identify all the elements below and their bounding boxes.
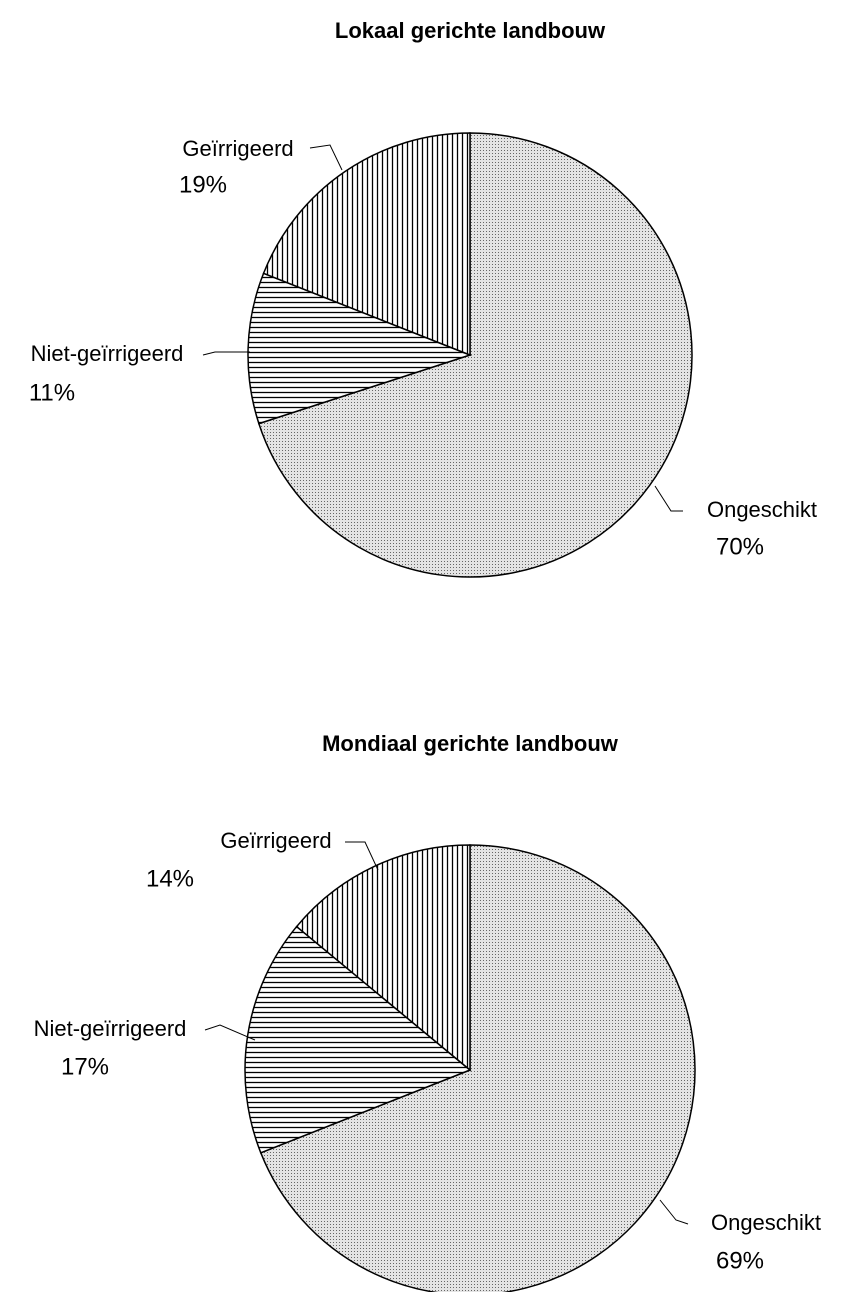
slice-label: Geïrrigeerd (220, 828, 331, 853)
chart-title: Mondiaal gerichte landbouw (322, 731, 619, 756)
slice-label: Niet-geïrrigeerd (31, 341, 184, 366)
pie-slice (257, 132, 693, 578)
leader-line (204, 1024, 256, 1041)
slice-label: Niet-geïrrigeerd (34, 1016, 187, 1041)
slice-value-label: 17% (61, 1053, 109, 1080)
leader-line (654, 485, 683, 512)
chart-title: Lokaal gerichte landbouw (335, 18, 606, 43)
pie-slice (244, 925, 472, 1154)
slice-value-label: 14% (146, 865, 194, 892)
pie-slice (262, 132, 471, 357)
slice-label: Ongeschikt (707, 497, 817, 522)
slice-value-label: 70% (716, 533, 764, 560)
pie-slice (295, 844, 471, 1072)
slice-value-label: 11% (29, 379, 75, 406)
pie-slice (259, 844, 696, 1292)
leader-line (345, 841, 379, 871)
pie-slice (247, 272, 473, 425)
slice-value-label: 69% (716, 1247, 764, 1274)
slice-label: Geïrrigeerd (182, 136, 293, 161)
leader-line (202, 351, 250, 356)
slice-label: Ongeschikt (711, 1210, 821, 1235)
leader-line (659, 1199, 689, 1225)
slice-value-label: 19% (179, 171, 227, 198)
leader-line (309, 144, 343, 171)
